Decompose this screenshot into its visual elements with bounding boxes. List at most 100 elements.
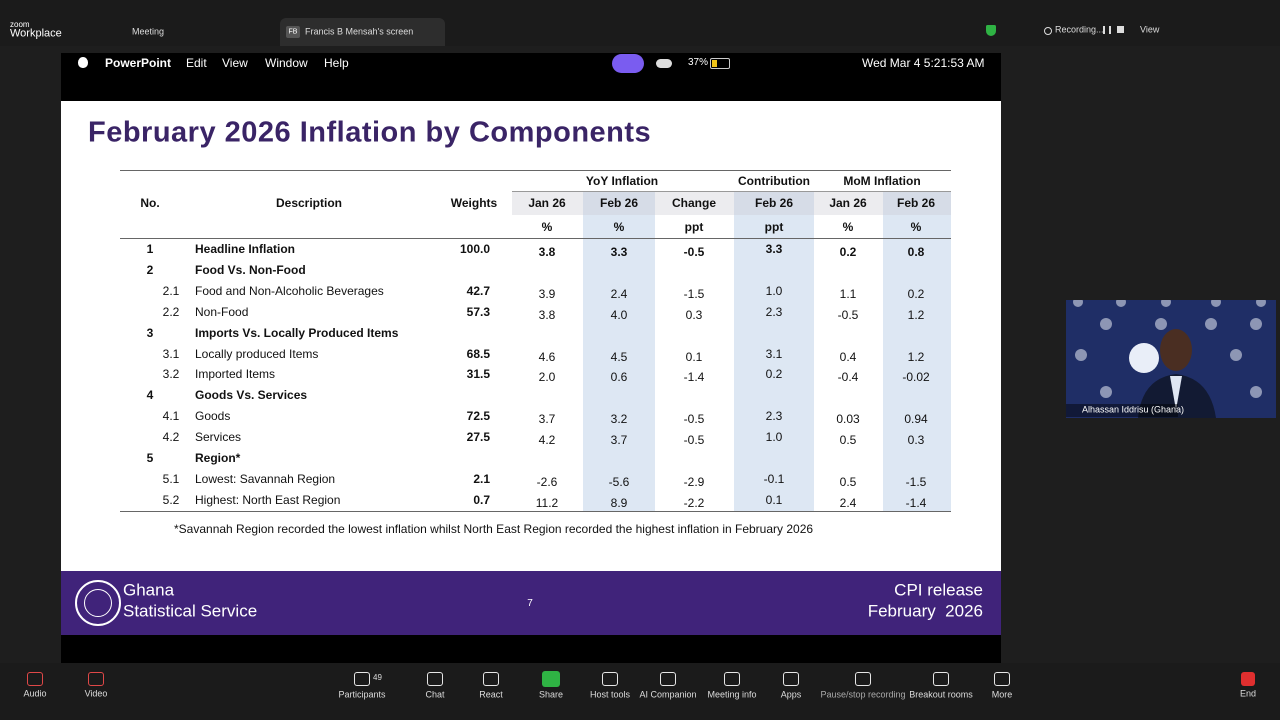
toolbar-label[interactable]: Share — [538, 689, 564, 700]
column-header: Change — [671, 196, 717, 210]
cell-value: 0.3 — [685, 307, 703, 322]
cell-value: -1.4 — [683, 370, 705, 385]
toolbar-icon[interactable] — [427, 672, 443, 686]
toolbar-label[interactable]: End — [1239, 688, 1257, 699]
unit-label: ppt — [684, 220, 704, 234]
menu-item[interactable]: Edit — [186, 56, 207, 70]
footnote: *Savannah Region recorded the lowest inf… — [174, 522, 814, 536]
toolbar-icon[interactable] — [354, 672, 370, 686]
cell-value: -1.4 — [905, 495, 927, 510]
toolbar-label[interactable]: Video — [84, 688, 108, 699]
cell-value: 3.1 — [765, 346, 783, 361]
cell-value: 1.2 — [907, 307, 925, 322]
tab-label: Meeting — [132, 26, 165, 37]
row-description: Goods — [195, 409, 231, 424]
toolbar-icon[interactable] — [933, 672, 949, 686]
tab-meeting[interactable] — [105, 18, 280, 46]
row-number: 2 — [146, 262, 154, 277]
toolbar-label[interactable]: Meeting info — [707, 689, 757, 700]
toolbar-label[interactable]: Pause/stop recording — [820, 689, 906, 700]
cell-value: 3.8 — [538, 245, 556, 259]
toolbar-icon[interactable] — [783, 672, 799, 686]
cell-value: 3.3 — [610, 245, 628, 259]
toolbar-icon[interactable] — [88, 672, 104, 686]
toolbar-icon[interactable] — [660, 672, 676, 686]
slide-title: February 2026 Inflation by Components — [88, 116, 652, 149]
stop-rec[interactable] — [1117, 26, 1124, 33]
toolbar-label[interactable]: Apps — [780, 689, 802, 700]
org-logo-inner — [84, 589, 112, 617]
initials-badge — [286, 26, 300, 38]
share-icon[interactable] — [542, 671, 560, 687]
toolbar-label[interactable]: AI Companion — [639, 689, 697, 700]
toolbar-label[interactable]: Breakout rooms — [909, 689, 973, 700]
participant-name: Alhassan Iddrisu (Ghana) — [1082, 404, 1185, 415]
weight: 42.7 — [466, 283, 490, 298]
toolbar-label[interactable]: Chat — [425, 689, 445, 700]
column-header: Weights — [450, 196, 498, 210]
cell-value: 0.6 — [610, 370, 628, 385]
shaded-column — [734, 192, 814, 511]
cell-value: 0.5 — [839, 474, 857, 489]
end-icon[interactable] — [1241, 672, 1255, 686]
row-description: Region* — [195, 451, 241, 465]
cell-value: 0.2 — [907, 286, 925, 301]
pause-rec[interactable] — [1103, 26, 1111, 34]
rule — [120, 170, 951, 171]
cell-value: 8.9 — [610, 495, 628, 510]
toolbar-icon[interactable] — [602, 672, 618, 686]
toolbar-label[interactable]: More — [991, 689, 1013, 700]
release-label: February 2026 — [867, 601, 983, 621]
cell-value: 0.3 — [907, 433, 925, 448]
clock: Wed Mar 4 5:21:53 AM — [862, 56, 985, 70]
row-number: 5.2 — [162, 492, 180, 507]
row-description: Food Vs. Non-Food — [195, 262, 306, 277]
cell-value: -0.5 — [683, 245, 705, 259]
video-feed — [1073, 300, 1266, 418]
toolbar-icon[interactable] — [724, 672, 740, 686]
cell-value: -2.6 — [536, 474, 558, 489]
toolbar-icon[interactable] — [27, 672, 43, 686]
tab-share[interactable] — [280, 18, 445, 46]
release-label: CPI release — [894, 580, 983, 600]
cell-value: 0.8 — [907, 245, 925, 259]
toolbar-icon[interactable] — [483, 672, 499, 686]
battery-icon — [710, 58, 730, 69]
toolbar-label[interactable]: Audio — [23, 688, 47, 699]
cell-value: -0.1 — [763, 471, 785, 486]
unit-label: ppt — [764, 220, 784, 234]
brand-top: zoom — [10, 20, 30, 29]
view-menu[interactable]: View — [1140, 24, 1160, 35]
video-tile — [1066, 300, 1276, 418]
cell-value: 0.94 — [904, 412, 928, 427]
row-number: 3.1 — [162, 346, 180, 361]
cell-value: 2.0 — [538, 370, 556, 385]
cell-value: 0.5 — [839, 433, 857, 448]
column-header: Jan 26 — [528, 196, 566, 210]
toolbar-label[interactable]: React — [479, 689, 503, 700]
toolbar-label[interactable]: Participants — [338, 689, 386, 700]
menu-item[interactable]: Help — [324, 56, 349, 70]
toolbar-icon[interactable] — [855, 672, 871, 686]
slide — [61, 101, 1001, 571]
cell-value: 2.4 — [839, 495, 857, 510]
weight: 31.5 — [466, 367, 490, 382]
toolbar-label[interactable]: Host tools — [589, 689, 631, 700]
toolbar-icon[interactable] — [994, 672, 1010, 686]
cell-value: 0.03 — [836, 412, 860, 427]
row-description: Services — [195, 430, 242, 445]
weight: 68.5 — [466, 346, 490, 361]
group-header: MoM Inflation — [843, 174, 921, 188]
cell-value: 2.4 — [610, 286, 628, 301]
cell-value: 3.3 — [765, 242, 783, 256]
column-header: Feb 26 — [599, 196, 639, 210]
cell-value: 4.0 — [610, 307, 628, 322]
cell-value: 11.2 — [535, 495, 559, 510]
weight: 27.5 — [466, 430, 490, 445]
rule — [120, 238, 951, 239]
row-number: 2.2 — [162, 304, 180, 319]
menu-item[interactable]: View — [222, 56, 248, 70]
menu-item[interactable]: Window — [265, 56, 308, 70]
name-bg — [1066, 404, 1178, 417]
